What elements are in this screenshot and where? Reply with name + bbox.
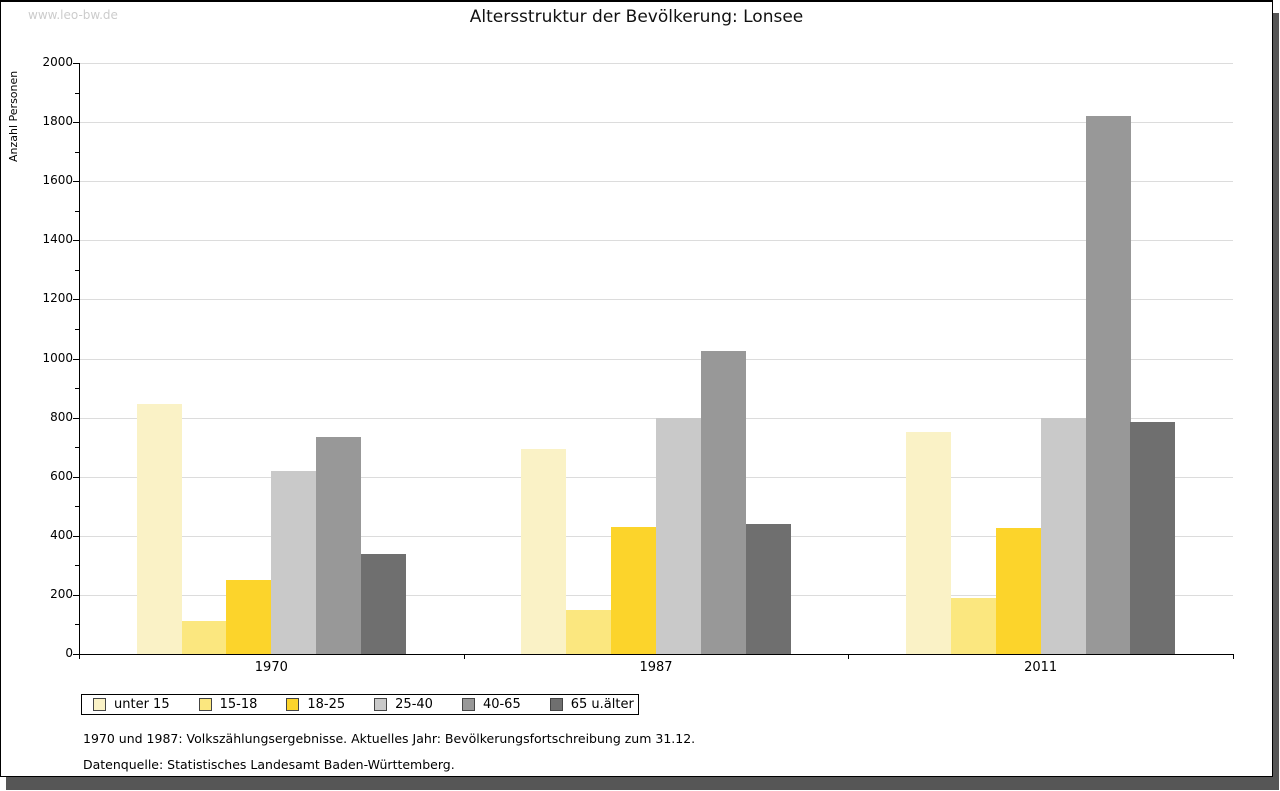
legend-label: 15-18 <box>219 697 258 712</box>
legend-swatch-icon <box>93 698 106 711</box>
y-minor-tick <box>75 269 79 271</box>
bar-1987-unter-15 <box>521 448 567 654</box>
y-minor-tick <box>75 92 79 94</box>
bar-1987-25-40 <box>656 417 701 654</box>
y-major-tick <box>73 654 79 655</box>
y-minor-tick <box>75 506 79 508</box>
plot-area: 0 200 400 600 800 1000 1200 1400 1600 1800 2000 197… <box>1 2 1272 776</box>
bar-1970-25-40 <box>271 470 317 654</box>
y-minor-tick <box>75 328 79 330</box>
y-tick-label: 800 <box>50 409 73 424</box>
bar-2011-unter-15 <box>906 432 952 654</box>
legend-swatch-icon <box>286 698 300 711</box>
legend-swatch-icon <box>549 698 563 711</box>
bar-1970-65-u.älter <box>361 553 407 654</box>
gridline <box>79 358 1233 360</box>
gridline <box>79 122 1233 124</box>
x-category-label: 2011 <box>1024 660 1058 675</box>
legend-item: 40-65 <box>461 697 521 712</box>
bar-1987-18-25 <box>611 526 657 654</box>
y-tick-label: 600 <box>50 468 73 483</box>
gridline <box>79 240 1233 242</box>
y-tick-label: 2000 <box>42 55 73 69</box>
y-minor-tick <box>75 565 79 567</box>
y-tick-label: 1800 <box>42 114 73 129</box>
legend-label: 65 u.älter <box>570 697 634 712</box>
y-tick-label: 0 <box>65 646 73 660</box>
bar-2011-15-18 <box>950 597 996 654</box>
y-major-tick <box>73 63 79 64</box>
y-minor-tick <box>75 447 79 449</box>
y-tick-label: 1000 <box>42 350 73 365</box>
bar-1987-65-u.älter <box>745 523 791 654</box>
x-boundary-tick <box>1233 654 1234 659</box>
y-major-tick <box>73 299 79 301</box>
x-boundary-tick <box>848 654 850 659</box>
legend-item: unter 15 <box>93 697 170 712</box>
legend-label: 40-65 <box>482 697 521 712</box>
x-boundary-tick <box>463 654 465 659</box>
gridline <box>79 299 1233 301</box>
legend-label: 18-25 <box>307 697 346 712</box>
footnote-source: Datenquelle: Statistisches Landesamt Bad… <box>83 757 455 772</box>
y-major-tick <box>73 122 79 124</box>
x-category-label: 1987 <box>639 660 673 675</box>
y-minor-tick <box>75 210 79 212</box>
y-tick-label: 1600 <box>42 173 73 188</box>
legend-label: unter 15 <box>114 697 170 712</box>
legend-item: 15-18 <box>198 697 258 712</box>
gridline <box>79 181 1233 183</box>
x-category-label: 1970 <box>254 660 288 675</box>
legend-swatch-icon <box>374 698 388 711</box>
y-major-tick <box>73 594 79 596</box>
x-boundary-tick <box>79 654 80 659</box>
y-tick-label: 400 <box>50 527 73 542</box>
page-title: Altersstruktur der Bevölkerung: Lonsee <box>469 7 804 27</box>
y-major-tick <box>73 417 79 419</box>
chart-card: www.leo-bw.de Altersstruktur der Bevölke… <box>0 0 1273 777</box>
y-tick-label: 200 <box>50 586 73 601</box>
y-major-tick <box>73 535 79 537</box>
legend-swatch-icon <box>461 698 475 711</box>
y-minor-tick <box>75 388 79 390</box>
y-tick-label: 1400 <box>42 232 73 247</box>
bar-1970-unter-15 <box>136 404 182 654</box>
y-major-tick <box>73 181 79 183</box>
legend-item: 65 u.älter <box>549 697 634 712</box>
legend-item: 18-25 <box>286 697 345 712</box>
watermark: www.leo-bw.de <box>28 8 118 22</box>
y-minor-tick <box>75 151 79 153</box>
bar-1970-18-25 <box>226 580 272 654</box>
bar-1970-40-65 <box>316 436 362 654</box>
y-major-tick <box>73 240 79 242</box>
bar-2011-65-u.älter <box>1130 422 1176 654</box>
bar-2011-18-25 <box>995 528 1041 654</box>
y-major-tick <box>73 358 79 360</box>
gridline <box>79 63 1233 64</box>
legend: unter 15 15-18 18-25 25-40 40-65 65 u.älter <box>81 694 639 715</box>
bar-1987-40-65 <box>700 351 746 654</box>
x-axis <box>79 654 1234 655</box>
bar-2011-25-40 <box>1040 417 1086 654</box>
y-minor-tick <box>75 624 79 626</box>
legend-swatch-icon <box>198 698 212 711</box>
bar-2011-40-65 <box>1085 116 1131 654</box>
y-tick-label: 1200 <box>42 291 73 306</box>
legend-item: 25-40 <box>374 697 433 712</box>
bar-1970-15-18 <box>181 621 227 654</box>
legend-label: 25-40 <box>395 697 433 712</box>
y-major-tick <box>73 476 79 478</box>
y-axis <box>79 63 80 654</box>
footnote-methodology: 1970 und 1987: Volkszählungsergebnisse. … <box>83 731 696 746</box>
bar-1987-15-18 <box>566 609 612 654</box>
